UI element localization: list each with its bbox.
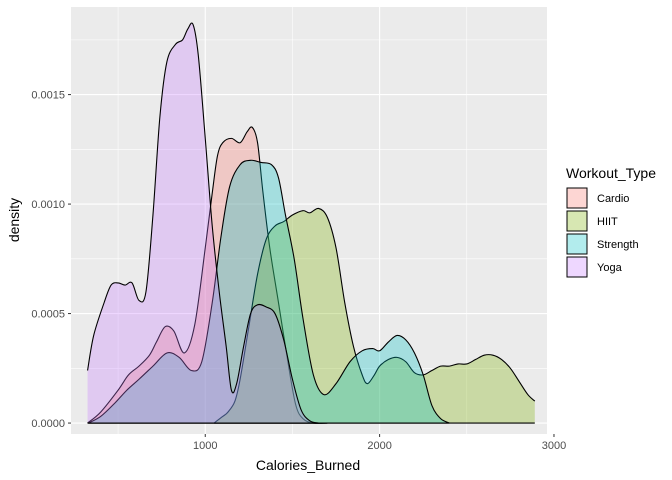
density-line-hiit — [213, 207, 536, 424]
legend-label-hiit: HIIT — [597, 216, 618, 228]
legend-key-cardio — [566, 187, 588, 209]
x-axis-title: Calories_Burned — [256, 457, 360, 473]
y-axis-title: density — [6, 198, 22, 242]
x-tick-label: 1000 — [193, 440, 217, 452]
legend-key-strength — [566, 233, 588, 255]
y-tick-label: 0.0000 — [31, 418, 65, 430]
x-tick-label: 3000 — [542, 440, 566, 452]
y-tick-label: 0.0010 — [31, 199, 65, 211]
density-areas — [87, 22, 536, 424]
x-axis: 1000 2000 3000 — [193, 434, 566, 452]
legend-key-bg-cardio — [566, 187, 588, 209]
legend-key-hiit — [566, 210, 588, 232]
legend-label-yoga: Yoga — [597, 262, 623, 274]
panel-background — [71, 7, 547, 434]
legend-label-cardio: Cardio — [597, 193, 629, 205]
density-line-strength — [88, 159, 450, 424]
density-line-yoga — [87, 22, 319, 424]
legend-title: Workout_Type — [566, 165, 656, 181]
legend-key-bg-hiit — [566, 210, 588, 232]
density-line-cardio — [87, 126, 328, 424]
y-axis: 0.0000 0.0005 0.0010 0.0015 — [31, 90, 71, 430]
density-area-cardio — [87, 126, 328, 424]
density-area-yoga — [87, 22, 319, 424]
y-tick-label: 0.0015 — [31, 90, 65, 102]
legend: Workout_Type Cardio HIIT Strength Yoga — [566, 165, 656, 278]
legend-key-bg-strength — [566, 233, 588, 255]
legend-key-bg-yoga — [566, 256, 588, 278]
x-tick-label: 2000 — [367, 440, 391, 452]
y-tick-label: 0.0005 — [31, 309, 65, 321]
legend-key-yoga — [566, 256, 588, 278]
legend-label-strength: Strength — [597, 239, 639, 251]
